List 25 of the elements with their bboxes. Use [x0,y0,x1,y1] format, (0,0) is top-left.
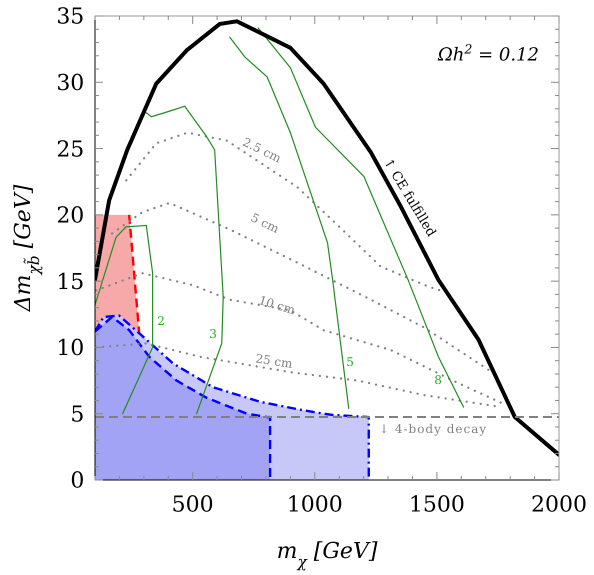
ref-line-label: ↓ 4-body decay [378,422,488,436]
line-series [95,224,154,414]
y-tick-label: 15 [56,270,84,295]
annotation: 25 cm [254,351,294,372]
y-tick-label: 5 [70,402,84,428]
x-tick-label: 2000 [531,492,587,518]
x-tick-label: 500 [172,492,214,518]
annotation: 2.5 cm [240,134,284,166]
y-tick-label: 0 [70,468,84,494]
y-tick-label: 30 [56,70,84,96]
line-series [146,106,224,414]
x-tick-label: 1500 [408,492,465,518]
y-tick-label: 25 [56,137,84,162]
x-tick-label: 1000 [286,492,343,518]
y-tick-label: 10 [56,336,84,362]
annotation: 5 cm [248,210,282,236]
x-axis-title: m$_{χ}$ [GeV] [276,539,378,571]
y-tick-label: 20 [56,204,84,229]
annotation: 5 [346,355,354,370]
annotation: 2 [157,314,165,328]
y-tick-label: 35 [56,4,84,30]
annotation: 8 [434,373,442,388]
annotation: 3 [209,327,217,342]
annotation: 10 cm [257,293,298,318]
annotation: Ωh$^{2}$ = 0.12 [436,40,539,66]
